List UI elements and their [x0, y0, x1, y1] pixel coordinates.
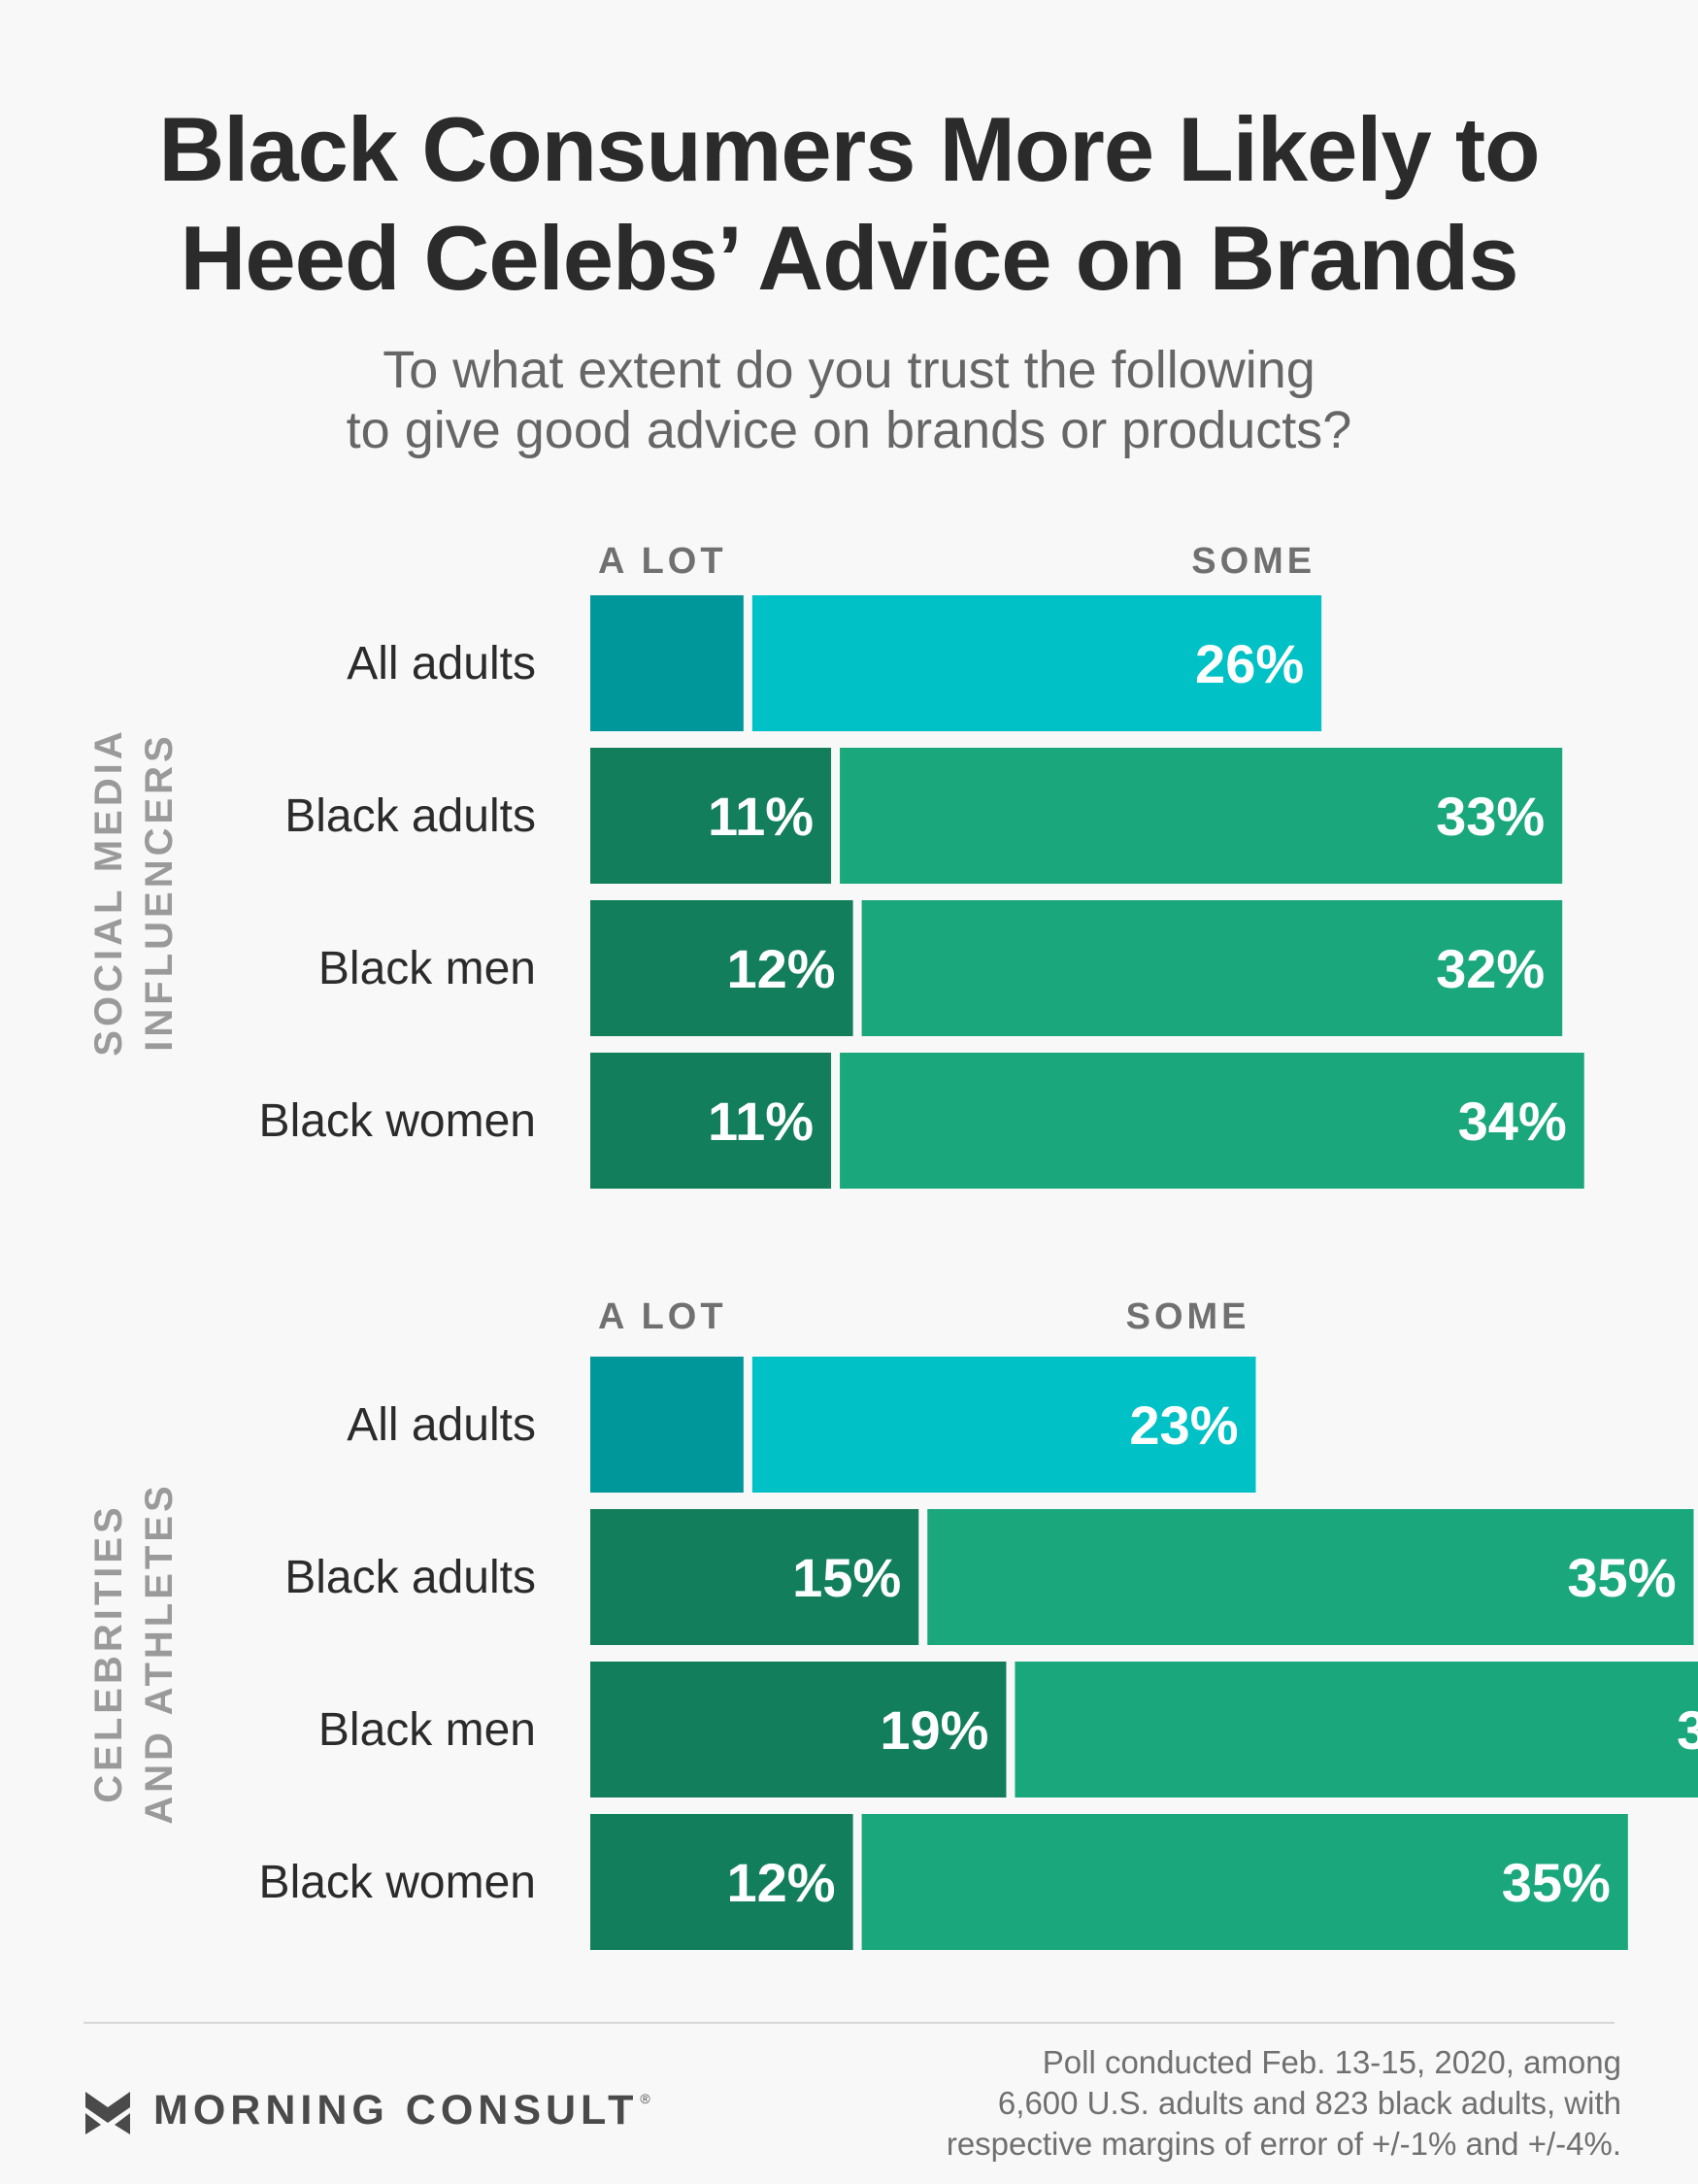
- category-label: All adults: [347, 638, 536, 689]
- brand-name: MORNING CONSULT: [153, 2086, 639, 2134]
- footer-divider: [83, 2022, 1615, 2024]
- methodology-note-line: 6,600 U.S. adults and 823 black adults, …: [997, 2085, 1621, 2121]
- bar-a-lot: [590, 900, 853, 1036]
- bar-a-lot: [590, 1357, 744, 1493]
- category-label: Black women: [259, 1095, 536, 1147]
- group-label: SOCIAL MEDIA: [87, 727, 130, 1056]
- category-label: Black adults: [284, 1552, 536, 1603]
- segment-header-a-lot: A LOT: [598, 541, 727, 582]
- methodology-note-line: respective margins of error of +/-1% and…: [946, 2126, 1621, 2162]
- bar-some: [861, 900, 1563, 1036]
- bar-some: [840, 1053, 1584, 1189]
- value-label-a-lot: 12%: [727, 1852, 836, 1913]
- bar-some: [751, 1357, 1256, 1493]
- chart-title-line: Black Consumers More Likely to: [158, 98, 1540, 200]
- value-label-some: 26%: [1195, 633, 1304, 694]
- category-label: Black men: [318, 1704, 536, 1756]
- bar-some: [1015, 1662, 1698, 1798]
- bar-some: [927, 1509, 1694, 1645]
- value-label-a-lot: 12%: [727, 938, 836, 999]
- bar-a-lot: [590, 1509, 919, 1645]
- bar-a-lot: [590, 595, 744, 731]
- chart-subtitle: To what extent do you trust the followin…: [0, 340, 1698, 460]
- value-label-a-lot: 19%: [880, 1699, 988, 1761]
- registered-mark: ®: [640, 2091, 650, 2106]
- value-label-some: 35%: [1567, 1547, 1676, 1608]
- value-label-a-lot: 15%: [792, 1547, 901, 1608]
- value-label-some: 36%: [1677, 1699, 1698, 1761]
- bar-some: [861, 1814, 1628, 1950]
- morning-consult-chevron-icon: [85, 2092, 130, 2134]
- methodology-note-line: Poll conducted Feb. 13-15, 2020, among: [1042, 2044, 1621, 2080]
- segment-header-some: SOME: [1191, 541, 1315, 582]
- segment-header-a-lot: A LOT: [598, 1296, 727, 1337]
- chart-subtitle-line: To what extent do you trust the followin…: [383, 341, 1315, 399]
- group-label: AND ATHLETES: [138, 1482, 181, 1824]
- bar-a-lot: [590, 1053, 832, 1189]
- category-label: Black adults: [284, 790, 536, 842]
- chart-subtitle-line: to give good advice on brands or product…: [346, 401, 1352, 459]
- segment-header-some: SOME: [1126, 1296, 1250, 1337]
- value-label-a-lot: 11%: [708, 1091, 814, 1152]
- category-label: All adults: [347, 1399, 536, 1451]
- category-label: Black men: [318, 943, 536, 994]
- bar-some: [751, 595, 1322, 731]
- bar-a-lot: [590, 1662, 1007, 1798]
- group-label: CELEBRITIES: [87, 1503, 130, 1802]
- value-label-some: 23%: [1129, 1394, 1238, 1456]
- value-label-a-lot: 11%: [708, 786, 814, 847]
- category-label: Black women: [259, 1857, 536, 1908]
- value-label-some: 34%: [1458, 1091, 1567, 1152]
- chart-title: Black Consumers More Likely to Heed Cele…: [0, 95, 1698, 313]
- brand-logo: MORNING CONSULT ®: [83, 2081, 650, 2139]
- bar-a-lot: [590, 748, 832, 884]
- value-label-some: 33%: [1436, 786, 1545, 847]
- group-label: INFLUENCERS: [138, 732, 181, 1051]
- bar-a-lot: [590, 1814, 853, 1950]
- chart-title-line: Heed Celebs’ Advice on Brands: [180, 207, 1519, 309]
- bar-some: [840, 748, 1563, 884]
- value-label-some: 32%: [1436, 938, 1545, 999]
- value-label-some: 35%: [1502, 1852, 1611, 1913]
- methodology-note: Poll conducted Feb. 13-15, 2020, among 6…: [825, 2042, 1621, 2165]
